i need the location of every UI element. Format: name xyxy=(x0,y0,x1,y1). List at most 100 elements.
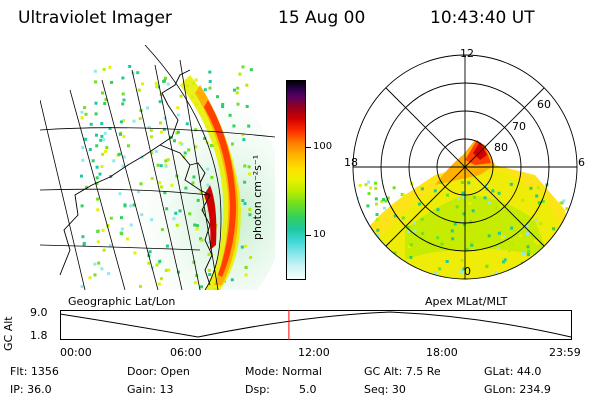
status-dsp-label: Dsp: xyxy=(245,383,270,396)
emission-pixel xyxy=(155,263,159,267)
lat-label-70: 70 xyxy=(512,120,526,133)
emission-pixel xyxy=(247,165,251,169)
emission-pixel xyxy=(208,70,212,74)
emission-pixel xyxy=(208,80,212,83)
mlt-label-18: 18 xyxy=(344,156,358,169)
polar-emission-pixel xyxy=(577,262,580,265)
emission-pixel xyxy=(80,110,84,114)
emission-pixel xyxy=(158,259,162,263)
polar-emission-pixel xyxy=(391,272,395,276)
polar-emission-pixel xyxy=(410,269,413,272)
polar-emission-pixel xyxy=(572,197,576,201)
polar-emission-pixel xyxy=(483,196,487,200)
polar-emission-pixel xyxy=(370,250,374,254)
mlt-label-6: 6 xyxy=(578,156,585,169)
emission-pixel xyxy=(84,112,88,116)
emission-pixel xyxy=(137,190,141,194)
status-gc-alt: GC Alt: 7.5 Re xyxy=(364,365,441,378)
emission-pixel xyxy=(165,244,169,248)
emission-pixel xyxy=(178,209,182,213)
emission-pixel xyxy=(184,186,188,190)
polar-emission-pixel xyxy=(498,283,501,286)
emission-pixel xyxy=(136,71,140,75)
emission-pixel xyxy=(157,282,161,286)
polar-emission-pixel xyxy=(414,283,417,286)
emission-pixel xyxy=(149,129,153,132)
polar-emission-pixel xyxy=(375,218,379,222)
polar-emission-pixel xyxy=(467,181,471,185)
emission-pixel xyxy=(128,65,132,68)
polar-emission-pixel xyxy=(375,202,378,206)
polar-emission-pixel xyxy=(579,183,582,186)
polar-emission-pixel xyxy=(512,229,516,233)
emission-pixel xyxy=(88,148,92,151)
emission-pixel xyxy=(249,68,253,72)
polar-emission-pixel xyxy=(527,265,531,269)
emission-pixel xyxy=(210,175,214,179)
polar-emission-pixel xyxy=(473,195,476,199)
emission-pixel xyxy=(100,134,104,138)
emission-pixel xyxy=(248,172,251,176)
emission-pixel xyxy=(96,229,100,233)
emission-pixel xyxy=(247,124,251,128)
polar-emission-pixel xyxy=(353,264,357,268)
polar-emission-pixel xyxy=(453,222,457,226)
time-tick-1800: 18:00 xyxy=(426,346,458,359)
emission-pixel xyxy=(185,122,189,126)
polar-emission-pixel xyxy=(384,199,388,203)
emission-pixel xyxy=(244,266,248,269)
gc-alt-tick-9: 9.0 xyxy=(30,306,48,319)
emission-pixel xyxy=(102,138,106,142)
polar-emission-pixel xyxy=(392,274,396,278)
emission-pixel xyxy=(122,119,126,123)
emission-pixel xyxy=(140,213,144,217)
polar-emission-pixel xyxy=(501,235,504,239)
emission-pixel xyxy=(101,152,105,156)
instrument-title: Ultraviolet Imager xyxy=(18,8,172,28)
polar-emission-pixel xyxy=(491,189,495,193)
gc-alt-axis-title: GC Alt xyxy=(2,316,15,351)
emission-pixel xyxy=(248,207,252,211)
time-tick-2359: 23:59 xyxy=(549,346,581,359)
polar-emission-pixel xyxy=(526,253,530,257)
emission-pixel xyxy=(187,148,191,152)
emission-pixel xyxy=(164,76,167,80)
emission-pixel xyxy=(195,224,199,228)
polar-emission-pixel xyxy=(455,205,459,209)
polar-emission-pixel xyxy=(436,208,440,212)
emission-pixel xyxy=(97,261,101,265)
lat-label-80: 80 xyxy=(494,141,508,154)
polar-emission-pixel xyxy=(406,284,409,287)
status-mode: Mode: Normal xyxy=(245,365,322,378)
emission-pixel xyxy=(154,82,158,85)
polar-emission-pixel xyxy=(358,183,362,187)
polar-emission-pixel xyxy=(470,287,473,290)
polar-emission-pixel xyxy=(526,245,530,249)
polar-emission-pixel xyxy=(451,237,455,241)
polar-emission-pixel xyxy=(456,282,459,285)
polar-emission-pixel xyxy=(528,287,531,290)
emission-pixel xyxy=(150,135,154,139)
mlt-label-12: 12 xyxy=(460,47,474,60)
emission-pixel xyxy=(236,86,240,90)
emission-pixel xyxy=(216,95,219,99)
emission-pixel xyxy=(122,98,126,102)
emission-pixel xyxy=(80,285,84,289)
emission-pixel xyxy=(147,125,151,129)
emission-pixel xyxy=(83,106,87,110)
polar-emission-pixel xyxy=(509,272,513,276)
emission-pixel xyxy=(195,274,199,278)
emission-pixel xyxy=(194,281,197,285)
polar-emission-pixel xyxy=(353,249,355,253)
polar-emission-pixel xyxy=(382,262,386,266)
status-dsp-value: 5.0 xyxy=(299,383,317,396)
polar-emission-pixel xyxy=(400,193,404,196)
status-door: Door: Open xyxy=(127,365,190,378)
emission-pixel xyxy=(240,245,244,249)
polar-emission-pixel xyxy=(356,247,360,250)
polar-emission-pixel xyxy=(562,285,565,288)
emission-pixel xyxy=(172,217,176,221)
geographic-map xyxy=(40,45,275,290)
polar-emission-pixel xyxy=(497,191,501,195)
emission-pixel xyxy=(94,112,98,116)
